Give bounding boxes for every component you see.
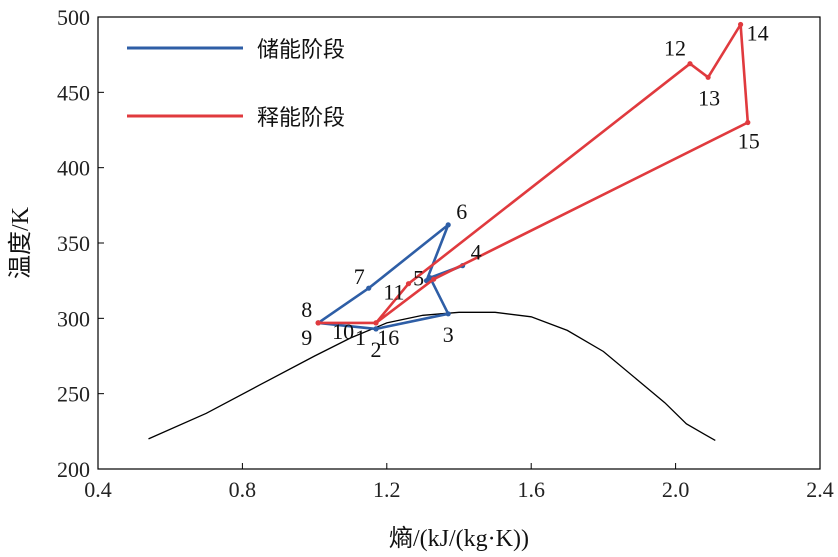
x-tick-label: 0.4 (84, 477, 112, 502)
series-1-point (315, 320, 321, 326)
y-axis-title: 温度/K (7, 206, 34, 279)
point-label: 16 (377, 325, 399, 350)
x-axis-title: 熵/(kJ/(kg·K)) (389, 525, 529, 552)
saturation-dome-layer (148, 311, 716, 441)
series-0-point (423, 278, 430, 284)
point-label: 11 (383, 280, 404, 305)
series-1-point (373, 320, 379, 326)
series-line-1 (318, 23, 750, 325)
point-label: 12 (664, 36, 686, 61)
series-0-point (445, 222, 451, 228)
y-tick-label: 450 (57, 80, 90, 105)
series-1-point (745, 119, 751, 126)
point-label: 15 (738, 129, 760, 154)
point-label: 6 (456, 199, 467, 224)
point-label: 7 (354, 264, 365, 289)
legend: 储能阶段 释能阶段 (127, 38, 345, 131)
series-1-point (738, 21, 744, 28)
series-1-point (431, 276, 437, 282)
point-label: 2 (371, 337, 382, 362)
point-label: 14 (747, 21, 769, 46)
x-tick-label: 1.2 (373, 477, 401, 502)
x-tick-label: 1.6 (517, 477, 545, 502)
y-tick-label: 350 (57, 231, 90, 256)
point-label: 1 (355, 325, 366, 350)
x-tick-label: 2.0 (662, 477, 690, 502)
legend-label-release: 释能阶段 (257, 106, 345, 131)
point-label: 3 (443, 322, 454, 347)
series-layer (315, 21, 751, 332)
y-tick-label: 500 (57, 5, 90, 30)
point-label: 8 (301, 297, 312, 322)
y-tick-label: 200 (57, 457, 90, 482)
series-0-point (373, 326, 379, 332)
y-tick-label: 300 (57, 306, 90, 331)
point-label: 4 (471, 240, 482, 265)
point-label: 5 (413, 266, 424, 291)
point-label: 10 (332, 319, 354, 344)
x-tick-label: 0.8 (229, 477, 257, 502)
y-tick-label: 400 (57, 156, 90, 181)
series-1-point (705, 74, 711, 80)
series-0-point (366, 285, 372, 291)
series-1-point (405, 281, 412, 287)
point-label: 13 (698, 85, 720, 110)
tick-layer: 0.4 0.8 1.2 1.6 2.0 2.4 200 250 300 350 400 450 500 (57, 5, 834, 502)
point-label: 9 (301, 325, 312, 350)
x-tick-label: 2.4 (806, 477, 834, 502)
series-0-point (445, 311, 451, 317)
legend-label-storage: 储能阶段 (257, 38, 345, 63)
y-tick-label: 250 (57, 382, 90, 407)
series-1-point (687, 61, 693, 67)
saturation-dome-curve (148, 311, 716, 441)
